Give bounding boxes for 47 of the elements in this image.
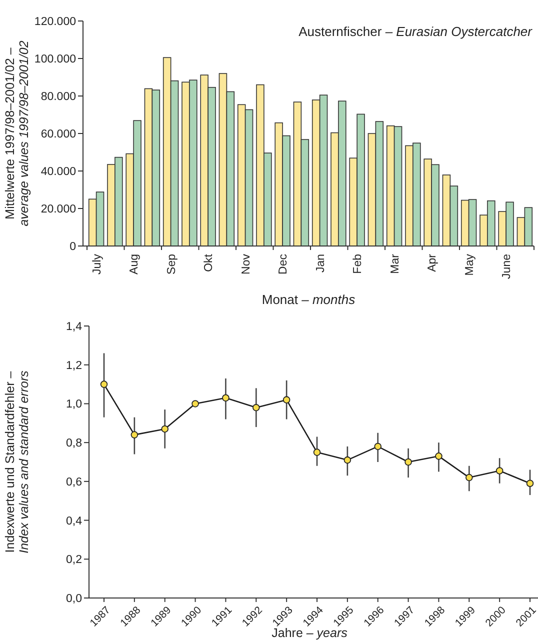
y-axis-title: Indexwerte und Standardfehler – Index values and standard errors bbox=[3, 370, 31, 554]
y-tick-label: 1,4 bbox=[66, 321, 83, 334]
chart-title: Austernfischer – Eurasian Oystercatcher bbox=[298, 24, 533, 39]
y-tick-label: 0 bbox=[70, 241, 76, 254]
x-tick-label: Okt bbox=[203, 253, 216, 272]
point bbox=[374, 442, 382, 450]
x-tick-label: Feb bbox=[352, 254, 364, 274]
y-tick-label: 1,0 bbox=[66, 398, 82, 411]
x-tick-label: Apr bbox=[426, 254, 439, 272]
x-tick-label: July bbox=[91, 254, 104, 274]
point bbox=[192, 400, 199, 408]
y-tick-label: 0,6 bbox=[66, 476, 82, 488]
y-tick-label: 120.000 bbox=[34, 16, 76, 28]
x-tick-label: Aug bbox=[128, 254, 141, 274]
y-tick-label: 80.000 bbox=[40, 91, 76, 104]
y-tick-label: 20.000 bbox=[40, 204, 76, 216]
y-tick-label: 0,2 bbox=[66, 554, 82, 566]
point bbox=[496, 467, 504, 474]
point bbox=[344, 456, 352, 464]
x-tick-label: June bbox=[501, 254, 514, 279]
y-tick-label: 40.000 bbox=[40, 166, 76, 178]
point bbox=[222, 394, 230, 402]
point bbox=[466, 474, 473, 482]
y-tick-label: 60.000 bbox=[40, 128, 76, 141]
point bbox=[435, 452, 442, 460]
x-tick-label: May bbox=[464, 254, 476, 276]
x-tick-label: Sep bbox=[166, 254, 178, 274]
point bbox=[161, 425, 168, 433]
y-tick-label: 0,8 bbox=[66, 438, 82, 450]
y-tick-label: 0,4 bbox=[66, 515, 83, 528]
point bbox=[252, 404, 260, 412]
y-tick-label: 0,0 bbox=[66, 593, 82, 606]
point bbox=[313, 448, 321, 456]
x-tick-label: Mar bbox=[389, 254, 402, 274]
x-tick-label: Jan bbox=[314, 254, 327, 273]
point bbox=[526, 480, 534, 488]
y-tick-label: 100.000 bbox=[34, 54, 76, 66]
x-axis-title: Jahre – years bbox=[272, 626, 348, 640]
point bbox=[404, 458, 412, 466]
point bbox=[130, 431, 138, 438]
x-axis-title: Monat – months bbox=[262, 292, 356, 307]
x-tick-label: Nov bbox=[240, 254, 252, 274]
y-tick-label: 1,2 bbox=[66, 360, 82, 372]
x-tick-label: Dec bbox=[278, 254, 290, 274]
point bbox=[100, 380, 108, 388]
y-axis-title: Mittelwerte 1997/98–2001/02 – average values 1997/98–2001/02 bbox=[3, 40, 31, 226]
point bbox=[282, 396, 290, 404]
